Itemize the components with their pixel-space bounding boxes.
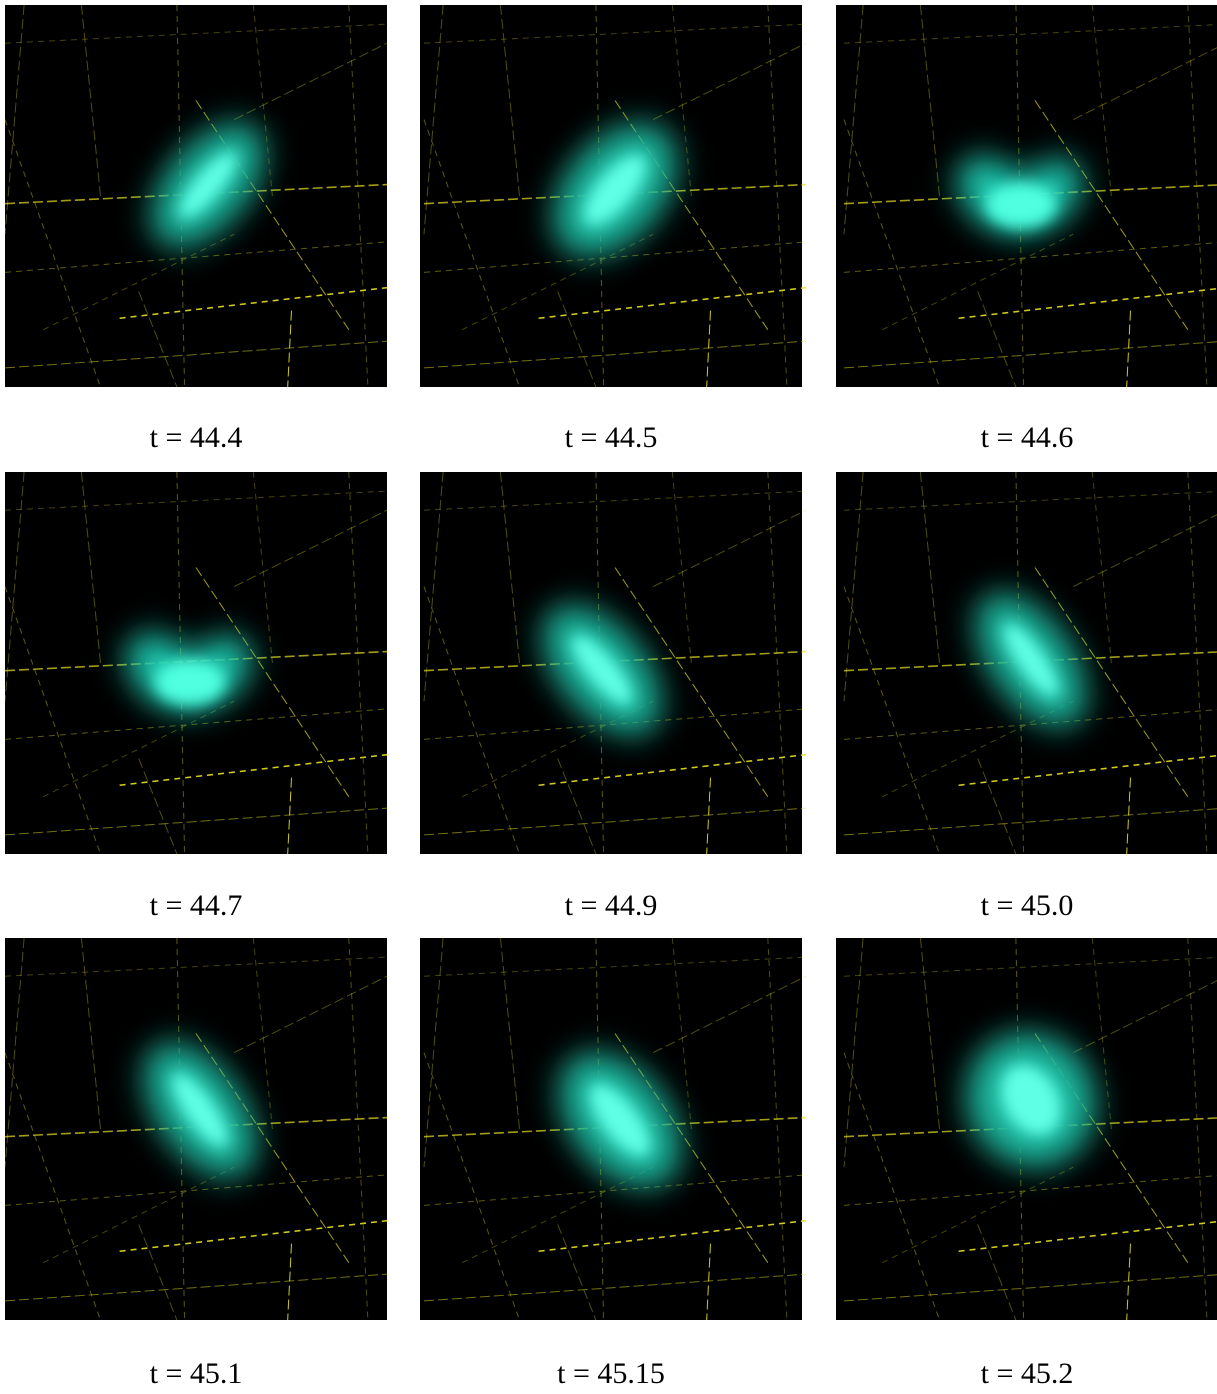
caption: t = 45.2 (981, 1357, 1074, 1390)
panel (420, 938, 806, 1320)
panel (5, 5, 387, 387)
panel (5, 472, 387, 854)
caption: t = 44.4 (150, 421, 243, 454)
caption: t = 45.1 (150, 1357, 243, 1390)
panel (420, 472, 806, 854)
panel (836, 5, 1217, 387)
blob-core (986, 183, 1056, 227)
blob-core (155, 660, 225, 704)
caption: t = 44.7 (150, 889, 243, 922)
caption: t = 44.6 (981, 421, 1074, 454)
caption: t = 45.15 (557, 1357, 665, 1390)
panel (836, 938, 1217, 1320)
caption: t = 44.5 (565, 421, 658, 454)
panel (420, 5, 806, 387)
panel (836, 472, 1217, 854)
figure: t = 44.4 t = 44.5 t = 44.6 t = 44.7 t = 44.9… (0, 0, 1217, 1394)
caption: t = 44.9 (565, 889, 658, 922)
caption: t = 45.0 (981, 889, 1074, 922)
panel (5, 938, 387, 1320)
